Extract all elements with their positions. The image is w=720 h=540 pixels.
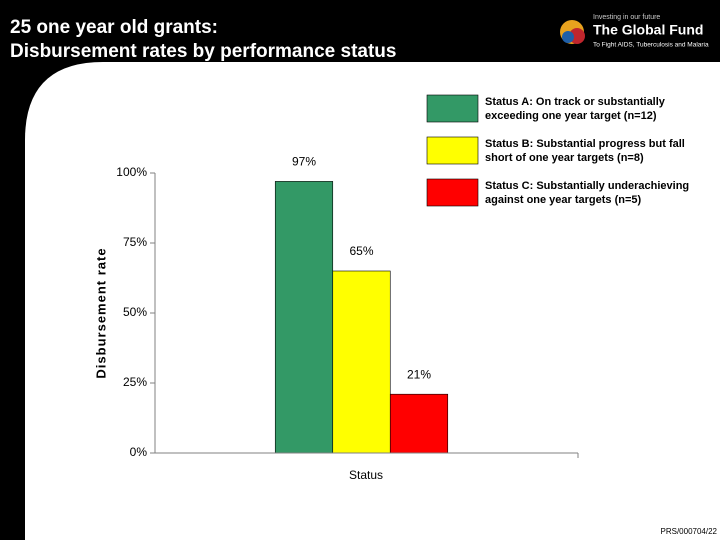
x-axis-label: Status [349,468,383,482]
logo-icon [562,31,574,43]
y-axis-label: Disbursement rate [93,247,108,378]
legend-label: Status B: Substantial progress but fall s… [485,138,685,164]
value-label: 97% [292,155,316,169]
y-tick-label: 50% [123,305,147,319]
legend-label: Status C: Substantially underachieving ag… [485,180,689,206]
title-line: Disbursement rates by performance status [10,41,396,62]
y-tick-label: 25% [123,375,147,389]
bar [274,181,334,454]
logo-tagline: Investing in our future [593,14,660,21]
bar [389,393,449,454]
footer: PRS/000704/22 [661,527,718,536]
legend-swatch [426,178,479,207]
logo: Investing in our future The Global Fund … [560,14,709,49]
y-tick-label: 0% [130,445,148,459]
legend-label: Status A: On track or substantially excee… [485,96,666,122]
bar [332,270,391,454]
legend-swatch [426,94,479,123]
legend-swatch [426,136,479,165]
logo-name: The Global Fund [593,22,703,38]
value-label: 21% [407,367,431,381]
y-tick-label: 75% [123,235,147,249]
value-label: 65% [349,244,373,258]
title-line: 25 one year old grants: [10,17,218,38]
logo-subtitle: To Fight AIDS, Tuberculosis and Malaria [593,42,709,49]
y-tick-label: 100% [116,165,147,179]
